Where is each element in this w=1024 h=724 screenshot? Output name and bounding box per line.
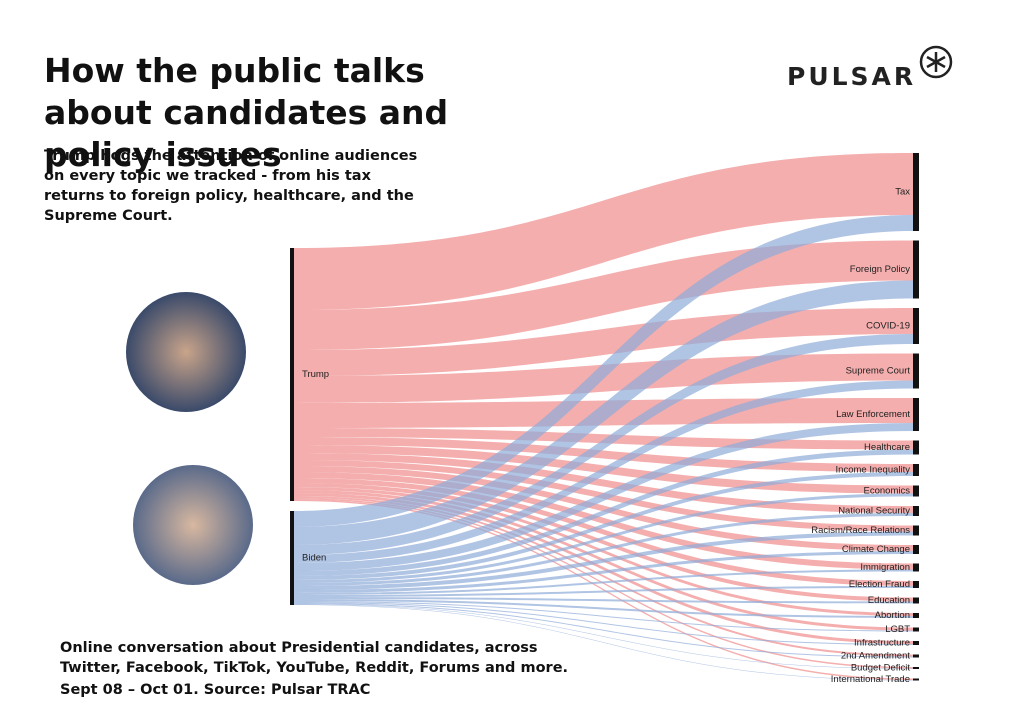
source-node bbox=[290, 248, 294, 501]
link bbox=[294, 487, 913, 616]
link bbox=[294, 472, 913, 570]
target-node bbox=[913, 240, 919, 299]
link bbox=[294, 280, 913, 545]
link bbox=[294, 513, 913, 586]
link bbox=[294, 478, 913, 586]
target-label: Income Inequality bbox=[836, 465, 911, 476]
link bbox=[294, 496, 913, 657]
link bbox=[294, 531, 913, 590]
target-label: Economics bbox=[864, 486, 911, 497]
link bbox=[294, 603, 913, 658]
source-label: Trump bbox=[302, 369, 329, 380]
link bbox=[294, 472, 913, 580]
link bbox=[294, 597, 913, 604]
target-node bbox=[913, 525, 919, 536]
target-node bbox=[913, 563, 919, 572]
title: How the public talks about candidates an… bbox=[44, 51, 449, 174]
target-label: Budget Deficit bbox=[851, 663, 911, 674]
logo-icon bbox=[919, 45, 953, 79]
link bbox=[294, 599, 913, 618]
link bbox=[294, 499, 913, 680]
target-node bbox=[913, 485, 919, 497]
candidate-photo bbox=[126, 292, 246, 412]
link bbox=[294, 449, 913, 576]
target-label: Healthcare bbox=[864, 442, 910, 453]
target-node bbox=[913, 627, 919, 632]
link bbox=[294, 586, 913, 597]
brand: PULSAR bbox=[787, 62, 917, 91]
target-node bbox=[913, 545, 919, 554]
link bbox=[294, 240, 913, 350]
target-node bbox=[913, 308, 919, 344]
target-label: Immigration bbox=[860, 562, 910, 573]
target-label: 2nd Amendment bbox=[841, 651, 911, 662]
target-label: Foreign Policy bbox=[850, 264, 910, 275]
target-label: Abortion bbox=[875, 610, 910, 621]
target-label: Racism/Race Relations bbox=[811, 525, 910, 536]
note: Online conversation about Presidential c… bbox=[60, 640, 569, 676]
target-label: Supreme Court bbox=[846, 366, 911, 377]
link bbox=[294, 308, 913, 376]
link bbox=[294, 604, 913, 669]
target-label: Election Fraud bbox=[849, 579, 910, 590]
target-node bbox=[913, 581, 919, 588]
link bbox=[294, 483, 913, 602]
link bbox=[294, 493, 913, 644]
link bbox=[294, 493, 913, 583]
target-node bbox=[913, 678, 919, 681]
link bbox=[294, 334, 913, 555]
candidate-photo bbox=[133, 465, 253, 585]
target-label: National Security bbox=[838, 506, 910, 517]
target-node bbox=[913, 440, 919, 455]
target-node bbox=[913, 464, 919, 476]
target-node bbox=[913, 506, 919, 516]
target-label: Climate Change bbox=[842, 544, 910, 555]
link bbox=[294, 215, 913, 527]
link bbox=[294, 466, 913, 551]
target-node bbox=[913, 353, 919, 389]
target-node bbox=[913, 641, 919, 645]
link bbox=[294, 380, 913, 563]
target-node bbox=[913, 654, 919, 658]
target-node bbox=[913, 613, 919, 618]
link bbox=[294, 551, 913, 593]
target-label: Tax bbox=[895, 187, 910, 198]
target-label: LGBT bbox=[885, 624, 910, 635]
target-node bbox=[913, 153, 919, 231]
target-node bbox=[913, 597, 919, 604]
target-label: Law Enforcement bbox=[836, 409, 910, 420]
subtitle: Trump hogs the attention of online audie… bbox=[44, 148, 418, 224]
target-label: Education bbox=[868, 595, 910, 606]
link bbox=[294, 604, 913, 681]
target-label: Infrastructure bbox=[854, 638, 910, 649]
link bbox=[294, 153, 913, 310]
link bbox=[294, 423, 913, 571]
link bbox=[294, 453, 913, 513]
target-node bbox=[913, 667, 919, 669]
link bbox=[294, 602, 913, 645]
target-label: COVID-19 bbox=[866, 321, 910, 332]
source-node bbox=[290, 511, 294, 605]
target-label: International Trade bbox=[831, 674, 910, 685]
source-label: Biden bbox=[302, 553, 326, 564]
link bbox=[294, 601, 913, 632]
target-node bbox=[913, 398, 919, 431]
source: Sept 08 – Oct 01. Source: Pulsar TRAC bbox=[60, 682, 371, 698]
link bbox=[294, 569, 913, 595]
